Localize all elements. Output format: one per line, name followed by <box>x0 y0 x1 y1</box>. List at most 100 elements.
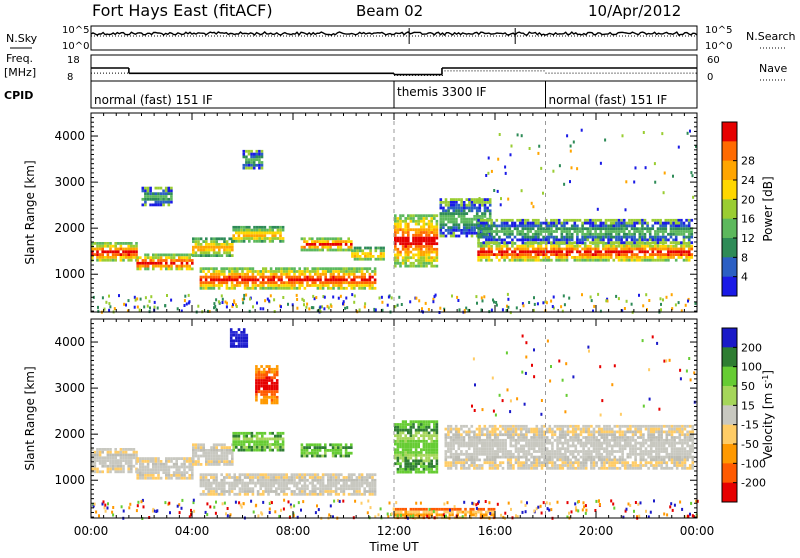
data-cell <box>602 256 605 259</box>
data-cell <box>496 227 499 230</box>
data-cell <box>186 254 189 257</box>
data-cell <box>291 270 294 273</box>
data-cell <box>401 303 403 306</box>
data-cell <box>278 487 281 490</box>
data-cell <box>99 462 102 465</box>
data-cell <box>188 256 191 259</box>
data-cell <box>670 219 673 222</box>
data-cell <box>645 293 647 296</box>
data-cell <box>306 303 308 306</box>
data-cell <box>218 237 221 240</box>
data-cell <box>672 230 675 233</box>
data-cell <box>510 442 513 445</box>
data-cell <box>506 236 509 239</box>
data-cell <box>522 239 525 242</box>
data-cell <box>317 284 320 287</box>
data-cell <box>142 187 145 190</box>
data-cell <box>243 435 246 438</box>
data-cell <box>215 452 218 455</box>
data-cell <box>683 253 686 256</box>
data-cell <box>245 167 248 170</box>
data-cell <box>594 250 597 253</box>
data-cell <box>685 230 688 233</box>
data-cell <box>298 270 301 273</box>
data-cell <box>641 219 644 222</box>
data-cell <box>275 493 278 496</box>
data-cell <box>581 225 584 228</box>
data-cell <box>228 485 231 488</box>
data-cell <box>442 235 445 238</box>
data-cell <box>306 455 309 458</box>
data-cell <box>561 256 564 259</box>
data-cell <box>476 447 479 450</box>
data-cell <box>483 253 486 256</box>
data-cell <box>497 439 500 442</box>
data-cell <box>636 219 639 222</box>
data-cell <box>527 236 530 239</box>
data-cell <box>246 267 249 270</box>
data-cell <box>192 240 195 243</box>
data-cell <box>594 236 597 239</box>
data-cell <box>104 242 107 245</box>
data-cell <box>453 232 456 235</box>
data-cell <box>425 457 428 460</box>
data-cell <box>455 467 458 470</box>
data-cell <box>646 239 649 242</box>
data-cell <box>252 281 255 284</box>
data-cell <box>205 243 208 246</box>
data-cell <box>245 446 248 449</box>
data-cell <box>244 487 247 490</box>
data-cell <box>236 485 239 488</box>
data-cell <box>165 195 168 198</box>
data-cell <box>436 471 439 474</box>
data-cell <box>649 245 652 248</box>
data-cell <box>162 463 165 466</box>
data-cell <box>382 247 385 250</box>
data-cell <box>452 442 455 445</box>
data-cell <box>183 471 186 474</box>
data-cell <box>149 204 152 207</box>
data-cell <box>667 256 670 259</box>
data-cell <box>490 253 493 256</box>
data-cell <box>512 436 515 439</box>
data-cell <box>430 220 433 223</box>
data-cell <box>371 276 374 279</box>
data-cell <box>425 240 428 243</box>
data-cell <box>221 294 223 297</box>
data-cell <box>96 459 99 462</box>
data-cell <box>139 457 142 460</box>
data-cell <box>382 255 385 258</box>
data-cell <box>540 239 543 242</box>
data-cell <box>659 241 662 244</box>
data-cell <box>245 226 248 229</box>
data-cell <box>220 284 223 287</box>
data-cell <box>183 265 186 268</box>
data-cell <box>688 256 691 259</box>
data-cell <box>301 446 304 449</box>
data-cell <box>652 245 655 248</box>
data-cell <box>402 437 405 440</box>
data-cell <box>631 222 634 225</box>
data-cell <box>304 270 307 273</box>
data-cell <box>231 270 234 273</box>
data-cell <box>152 265 155 268</box>
data-cell <box>130 248 133 251</box>
data-cell <box>631 219 634 222</box>
data-cell <box>672 248 675 251</box>
data-cell <box>680 250 683 253</box>
data-cell <box>170 259 173 262</box>
data-cell <box>330 485 333 488</box>
data-cell <box>363 276 366 279</box>
data-cell <box>514 253 517 256</box>
data-cell <box>301 476 304 479</box>
data-cell <box>264 446 267 449</box>
data-cell <box>340 295 342 298</box>
data-cell <box>628 225 631 228</box>
data-cell <box>235 229 238 232</box>
data-cell <box>149 195 152 198</box>
data-cell <box>535 239 538 242</box>
data-cell <box>532 225 535 228</box>
data-cell <box>192 463 195 466</box>
data-cell <box>369 284 372 287</box>
data-cell <box>258 432 261 435</box>
